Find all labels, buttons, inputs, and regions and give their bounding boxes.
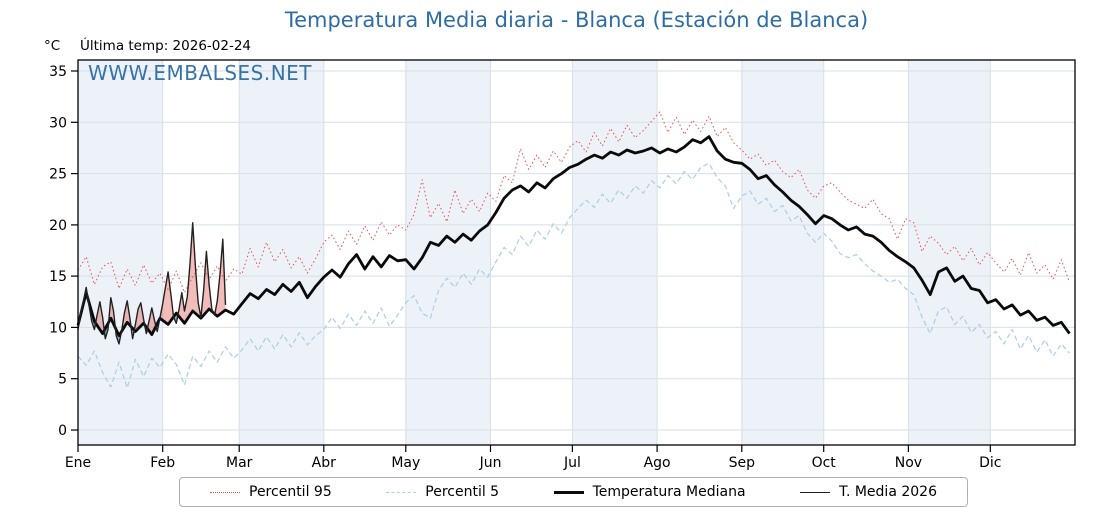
watermark: WWW.EMBALSES.NET xyxy=(88,61,313,85)
y-axis-unit-label: °C xyxy=(44,38,61,54)
percentil-5-line xyxy=(77,162,1070,389)
x-tick-label: Jul xyxy=(563,455,581,471)
t-media-2026-line-swatch xyxy=(800,491,831,493)
y-tick-label: 5 xyxy=(58,372,67,388)
x-tick-label: Mar xyxy=(226,455,253,471)
x-tick-label: Ago xyxy=(644,455,671,471)
percentil-95-line xyxy=(77,111,1070,294)
month-band xyxy=(741,60,824,445)
x-tick-label: Abr xyxy=(312,455,336,471)
legend-item-temperatura-mediana: Temperatura Mediana xyxy=(553,484,746,500)
plot-frame xyxy=(77,59,1076,446)
percentil-95-line-swatch xyxy=(210,491,240,493)
plot-border xyxy=(77,59,1076,446)
x-tick-label: Ene xyxy=(65,455,91,471)
month-band xyxy=(572,60,658,445)
x-tick-label: Nov xyxy=(895,455,922,471)
legend-label: Percentil 5 xyxy=(425,484,500,500)
percentile-lines xyxy=(77,111,1070,389)
y-tick-label: 25 xyxy=(49,167,67,183)
legend-item-t-media-2026: T. Media 2026 xyxy=(800,484,937,500)
y-tick-label: 20 xyxy=(49,218,67,234)
chart-title: Temperatura Media diaria - Blanca (Estac… xyxy=(284,8,869,32)
last-temp-label: Última temp: 2026-02-24 xyxy=(80,38,252,54)
temperatura-mediana-line-swatch xyxy=(553,490,584,494)
gridlines xyxy=(78,60,1075,445)
fill-2026-above-median xyxy=(78,222,226,336)
x-tick-label: Feb xyxy=(150,455,175,471)
x-tick-label: Sep xyxy=(729,455,756,471)
month-bands xyxy=(78,60,991,445)
legend-label: Temperatura Mediana xyxy=(592,484,746,500)
month-band xyxy=(405,60,491,445)
legend-item-percentil-5: Percentil 5 xyxy=(386,484,499,500)
temperatura-mediana-line xyxy=(76,135,1071,337)
y-tick-label: 10 xyxy=(49,320,67,336)
month-band xyxy=(908,60,991,445)
x-tick-label: Dic xyxy=(979,455,1001,471)
t-media-2026-line xyxy=(77,222,227,345)
month-band xyxy=(239,60,324,445)
percentil-5-line-swatch xyxy=(386,491,417,493)
x-tick-label: Jun xyxy=(479,455,502,471)
y-tick-label: 0 xyxy=(58,423,67,439)
axis-tick-labels: 0 5 10 15 20 25 30 35 Ene Feb Mar Abr May Jun Jul Ago Se… xyxy=(49,64,1001,471)
x-tick-label: May xyxy=(391,455,420,471)
y-tick-label: 30 xyxy=(49,115,67,131)
y-tick-label: 35 xyxy=(49,64,67,80)
axis-ticks xyxy=(71,70,991,452)
anomaly-fills xyxy=(78,222,226,344)
median-and-current-lines xyxy=(76,135,1071,345)
y-tick-label: 15 xyxy=(49,269,67,285)
legend-label: Percentil 95 xyxy=(249,484,332,500)
month-band xyxy=(78,60,163,445)
x-tick-label: Oct xyxy=(812,455,837,471)
legend-label: T. Media 2026 xyxy=(839,484,937,500)
legend-item-percentil-95: Percentil 95 xyxy=(210,484,332,500)
legend: Percentil 95 Percentil 5 Temperatura Med… xyxy=(179,477,968,507)
